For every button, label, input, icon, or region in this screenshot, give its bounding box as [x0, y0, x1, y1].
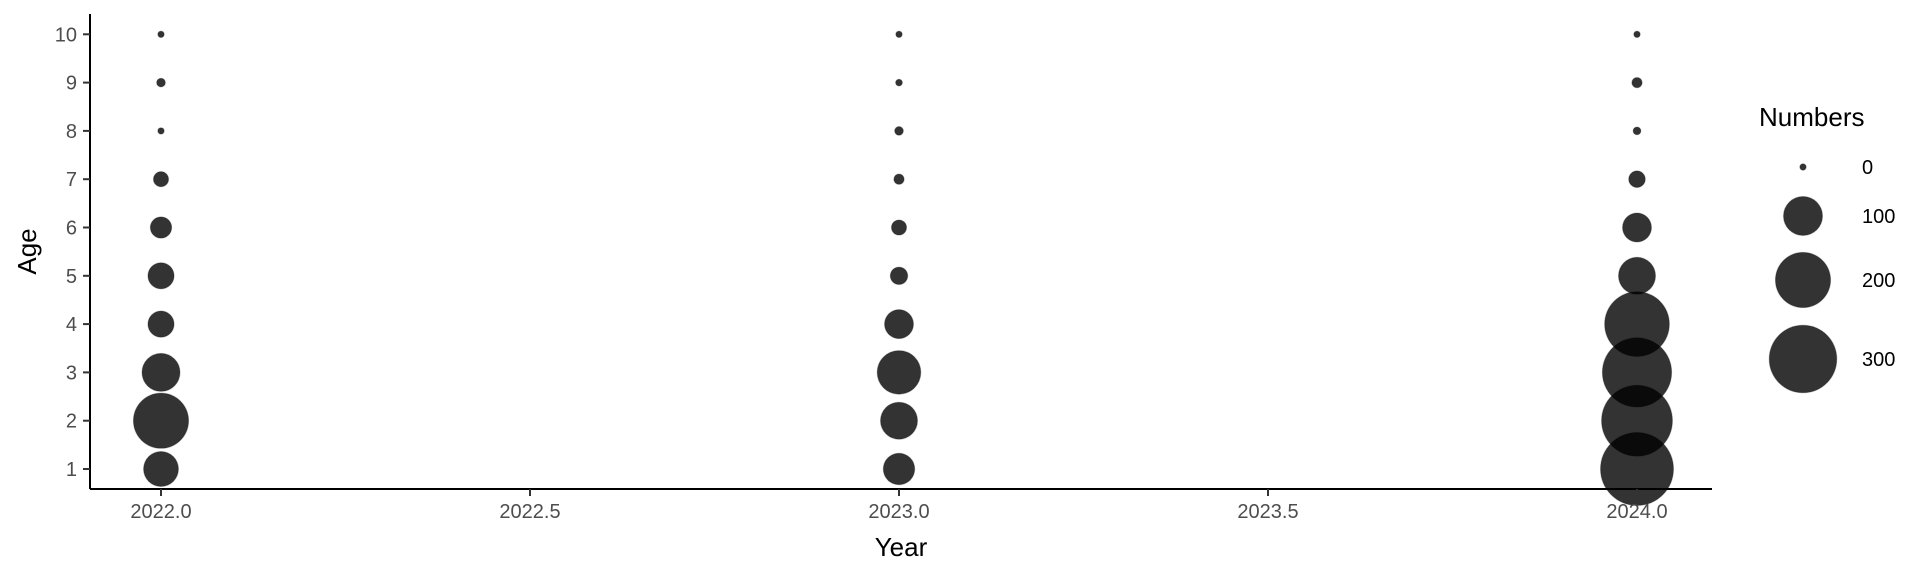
size-legend: Numbers 0 100 200 300: [1759, 102, 1895, 394]
y-axis-title: Age: [12, 228, 42, 274]
data-point: [1628, 170, 1646, 188]
data-point: [879, 401, 919, 440]
legend-label: 300: [1862, 349, 1895, 371]
data-point: [1632, 126, 1642, 136]
data-point: [156, 77, 166, 88]
y-tick-label: 1: [66, 459, 77, 481]
x-axis-title: Year: [875, 532, 928, 562]
y-tick-label: 10: [55, 24, 77, 46]
legend-label: 0: [1862, 157, 1873, 179]
data-point: [157, 30, 165, 38]
y-tick-label: 2: [66, 411, 77, 433]
data-point: [132, 392, 190, 449]
data-point: [149, 216, 173, 239]
y-tick-label: 7: [66, 169, 77, 191]
data-point: [882, 452, 916, 486]
data-point: [893, 173, 905, 185]
legend-key: [1768, 324, 1838, 394]
axes-layer: 1 2 3 4 5 6 7 8 9 10 2022.0 2022.5 2023.0 2023.5 2024.…: [12, 14, 1712, 562]
points-layer: [132, 30, 1674, 506]
x-tick-label: 2024.0: [1606, 501, 1667, 523]
data-point: [152, 171, 170, 188]
data-point: [890, 219, 908, 236]
data-point: [884, 309, 914, 340]
y-tick-label: 3: [66, 362, 77, 384]
y-tick-label: 5: [66, 266, 77, 288]
data-point: [1604, 291, 1670, 357]
y-tick-label: 8: [66, 121, 77, 143]
y-tick-label: 4: [66, 314, 77, 336]
x-tick-label: 2023.5: [1237, 501, 1298, 523]
x-tick-label: 2023.0: [868, 501, 929, 523]
data-point: [1622, 212, 1652, 243]
legend-key: [1774, 251, 1832, 309]
data-point: [889, 266, 909, 286]
data-point: [147, 262, 175, 290]
legend-label: 200: [1862, 270, 1895, 292]
data-point: [1631, 76, 1643, 89]
legend-key: [1782, 195, 1824, 237]
legend-title: Numbers: [1759, 102, 1864, 132]
data-point: [1633, 30, 1641, 38]
data-point: [894, 126, 904, 136]
x-tick-label: 2022.5: [499, 501, 560, 523]
legend-label: 100: [1862, 206, 1895, 228]
y-tick-label: 9: [66, 73, 77, 95]
y-tick-label: 6: [66, 218, 77, 240]
data-point: [141, 352, 181, 392]
data-point: [895, 78, 903, 87]
data-point: [895, 30, 903, 38]
data-point: [143, 451, 179, 487]
legend-key: [1799, 163, 1807, 171]
data-point: [876, 350, 922, 395]
x-tick-label: 2022.0: [130, 501, 191, 523]
data-point: [157, 127, 165, 135]
data-point: [1617, 256, 1657, 295]
data-point: [147, 310, 175, 338]
